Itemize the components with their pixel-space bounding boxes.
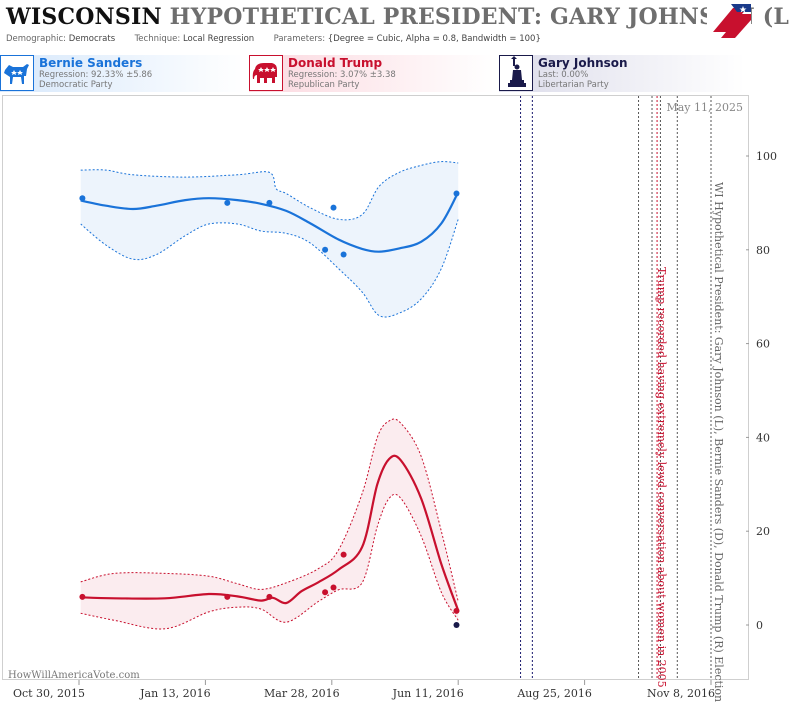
- parameters-value: {Degree = Cubic, Alpha = 0.8, Bandwidth …: [327, 34, 541, 44]
- y-tick-label: 0: [756, 619, 763, 632]
- event-label: Trump recorded having extremely lewd con…: [655, 267, 668, 688]
- side-label: WI Hypothetical President: Gary Johnson …: [712, 182, 725, 702]
- date-stamp: May 11, 2025: [666, 101, 743, 114]
- page-title: WISCONSIN HYPOTHETICAL PRESIDENT: GARY J…: [6, 4, 789, 30]
- x-tick-label: Nov 8, 2016: [647, 687, 715, 700]
- technique-label: Technique:: [134, 34, 181, 44]
- candidate-card-trump[interactable]: Donald Trump Regression: 3.07% ±3.38 Rep…: [249, 55, 495, 92]
- candidate-party: Democratic Party: [39, 80, 113, 90]
- x-tick-label: Jan 13, 2016: [139, 687, 211, 700]
- flag-icon: [707, 2, 751, 42]
- candidate-name: Donald Trump: [288, 56, 383, 70]
- title-rest: HYPOTHETICAL PRESIDENT: GARY JOHNSON (L)…: [169, 4, 789, 30]
- bernie-sanders-fit-line: [80, 191, 460, 253]
- title-state: WISCONSIN: [6, 4, 162, 30]
- bernie-sanders-band-upper: [80, 161, 459, 221]
- donald-trump-point: [340, 551, 347, 558]
- bernie-sanders-point: [453, 190, 460, 197]
- bernie-sanders-point: [330, 204, 337, 211]
- y-tick-label: 40: [756, 431, 770, 444]
- x-axis: Oct 30, 2015 Jan 13, 2016 Mar 28, 2016 Jun …: [13, 680, 715, 700]
- bernie-sanders-band: [80, 161, 459, 318]
- donald-trump-point: [224, 593, 231, 600]
- donald-trump-point: [330, 584, 337, 591]
- demographic-value: Democrats: [68, 34, 116, 44]
- bernie-sanders-point: [340, 251, 347, 258]
- x-tick-label: Mar 28, 2016: [264, 687, 340, 700]
- x-tick-label: Jun 11, 2016: [392, 687, 464, 700]
- y-axis: 0 20 40 60 80 100: [746, 150, 777, 632]
- candidate-card-sanders[interactable]: Bernie Sanders Regression: 92.33% ±5.86 …: [0, 55, 245, 92]
- bernie-sanders-band-lower: [80, 219, 459, 318]
- candidate-stat: Regression: 92.33% ±5.86: [39, 70, 153, 80]
- candidate-party: Libertarian Party: [538, 80, 609, 90]
- y-tick-label: 60: [756, 338, 770, 351]
- donald-trump-point: [266, 593, 273, 600]
- liberty-icon: [499, 55, 533, 91]
- bernie-sanders-point: [224, 199, 231, 206]
- watermark: HowWillAmericaVote.com: [8, 670, 140, 681]
- confidence-bands: [80, 161, 459, 630]
- donald-trump-band: [80, 419, 459, 629]
- bernie-sanders-point: [79, 195, 86, 202]
- event-lines: [520, 96, 712, 679]
- donald-trump-band-upper: [80, 418, 459, 602]
- y-tick-label: 80: [756, 244, 770, 257]
- donald-trump-band-lower: [80, 493, 459, 630]
- gary-johnson-point: [453, 622, 460, 628]
- bernie-sanders-point: [266, 199, 273, 206]
- donald-trump-point: [322, 589, 329, 596]
- bernie-sanders-point: [322, 246, 329, 253]
- candidate-name: Bernie Sanders: [39, 56, 143, 70]
- donkey-icon: [0, 55, 34, 91]
- x-tick-label: Aug 25, 2016: [516, 687, 592, 700]
- elephant-icon: [249, 55, 283, 91]
- donald-trump-point: [79, 593, 86, 600]
- candidate-name: Gary Johnson: [538, 56, 628, 70]
- technique-value: Local Regression: [182, 34, 255, 44]
- demographic-label: Demographic:: [6, 34, 67, 44]
- candidate-stat: Regression: 3.07% ±3.38: [288, 70, 396, 80]
- y-tick-label: 20: [756, 525, 770, 538]
- donald-trump-fit-line: [80, 454, 460, 611]
- parameters-line: Demographic: Democrats Technique: Local …: [6, 34, 541, 44]
- regression-lines: [80, 191, 460, 611]
- x-tick-label: Oct 30, 2015: [13, 687, 85, 700]
- y-tick-label: 100: [756, 150, 777, 163]
- candidate-card-johnson[interactable]: Gary Johnson Last: 0.00% Libertarian Par…: [499, 55, 745, 92]
- donald-trump-point: [453, 607, 460, 614]
- poll-points: [79, 190, 460, 628]
- parameters-label: Parameters:: [273, 34, 326, 44]
- candidate-party: Republican Party: [288, 80, 360, 90]
- candidate-stat: Last: 0.00%: [538, 70, 589, 80]
